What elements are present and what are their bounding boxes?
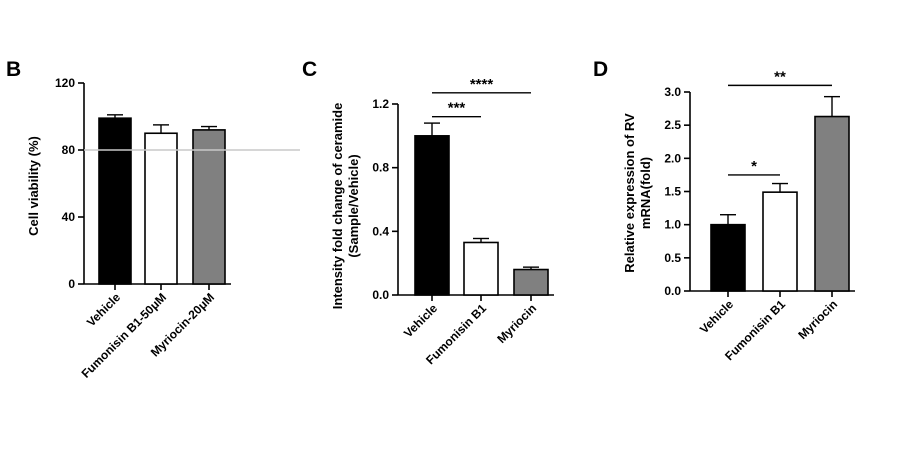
y-axis-title-line2: (Sample/Vehicle) [346, 154, 361, 257]
y-tick-label: 3.0 [664, 85, 681, 99]
significance-label: * [751, 158, 757, 175]
significance-label: **** [470, 76, 494, 93]
bar [463, 241, 499, 296]
category-label: Vehicle [84, 290, 123, 329]
y-tick-label: 2.5 [664, 118, 681, 132]
bar [814, 115, 850, 292]
bar [144, 132, 178, 285]
y-axis-title-line2: mRNA(fold) [638, 157, 653, 229]
y-tick-label: 0 [68, 277, 75, 291]
bar [513, 268, 549, 296]
panel-letter: C [302, 58, 317, 81]
category-label: Vehicle [401, 301, 440, 340]
significance-label: ** [774, 68, 786, 85]
bar [762, 191, 798, 292]
panel-letter: D [593, 58, 608, 81]
y-axis-title: Cell viability (%) [26, 136, 41, 236]
category-label: Fumonisin B1-50μM [79, 290, 170, 381]
y-tick-label: 1.5 [664, 185, 681, 199]
y-axis-title-line1: Relative expression of RV [622, 113, 637, 273]
y-tick-label: 80 [62, 143, 76, 157]
category-label: Vehicle [697, 297, 736, 336]
y-tick-label: 120 [55, 76, 75, 90]
bar [710, 223, 746, 292]
y-axis-title-line1: Intensity fold change of ceramide [330, 103, 345, 310]
y-tick-label: 0.0 [372, 288, 389, 302]
panel-b: B Cell viability (%) 0 40 80 120 VehicleFumo… [6, 58, 300, 381]
panel-letter: B [6, 58, 21, 81]
y-tick-label: 0.8 [372, 161, 389, 175]
y-tick-label: 0.4 [372, 224, 389, 238]
y-tick-label: 0.5 [664, 251, 681, 265]
y-tick-label: 1.2 [372, 97, 389, 111]
panel-c: C Intensity fold change of ceramide (Sam… [302, 58, 554, 367]
bar [192, 129, 226, 285]
bar [98, 117, 132, 285]
y-tick-label: 1.0 [664, 218, 681, 232]
y-tick-label: 40 [62, 210, 76, 224]
category-label: Myriocin [795, 297, 840, 342]
y-tick-label: 2.0 [664, 151, 681, 165]
significance-label: *** [448, 100, 466, 117]
panel-d: D Relative expression of RV mRNA(fold) 0… [593, 58, 855, 363]
y-tick-label: 0.0 [664, 284, 681, 298]
bar [414, 135, 450, 296]
category-label: Myriocin [494, 301, 539, 346]
